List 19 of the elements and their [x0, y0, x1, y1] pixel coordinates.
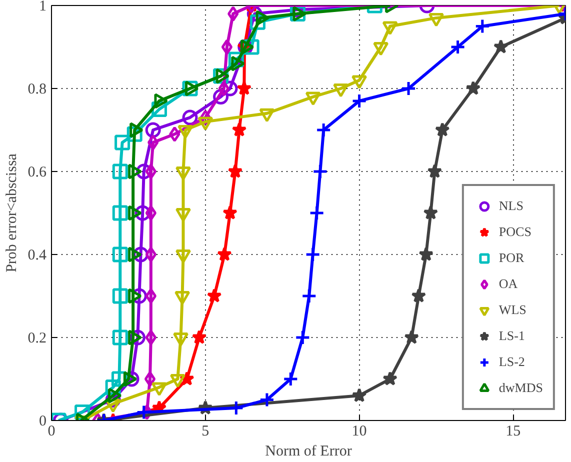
y-tick-label: 1 — [39, 0, 46, 14]
x-tick-label: 10 — [352, 424, 367, 440]
legend-label: OA — [498, 276, 519, 292]
x-axis-title: Norm of Error — [265, 444, 352, 460]
y-axis-title: Prob error<abscissa — [4, 153, 20, 272]
y-tick-label: 0.4 — [28, 248, 47, 264]
legend-label: POR — [498, 250, 524, 266]
x-tick-label: 15 — [506, 424, 521, 440]
legend-label: NLS — [498, 198, 524, 214]
legend-label: LS-1 — [498, 328, 525, 344]
y-tick-label: 0.8 — [28, 82, 46, 98]
legend-label: WLS — [498, 302, 526, 318]
y-tick-label: 0.6 — [28, 164, 47, 180]
legend-label: LS-2 — [498, 354, 525, 370]
x-tick-label: 5 — [202, 424, 210, 440]
legend-label: POCS — [498, 224, 532, 240]
y-tick-label: 0 — [39, 414, 46, 430]
legend-label: dwMDS — [498, 380, 543, 396]
y-tick-label: 0.2 — [28, 330, 46, 346]
